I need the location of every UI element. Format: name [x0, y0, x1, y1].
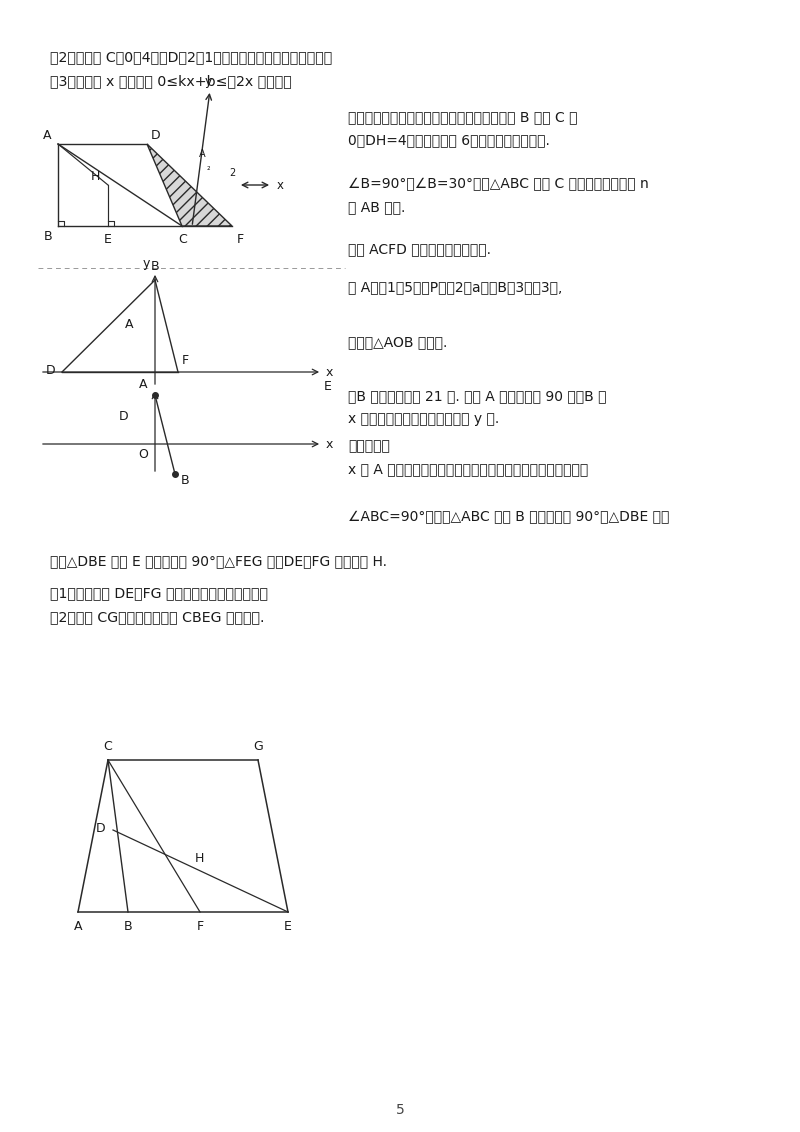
- Text: 2: 2: [229, 168, 235, 178]
- Text: 三角形重叠在一起，将其中一个三角形沿着点 B 到点 C 的: 三角形重叠在一起，将其中一个三角形沿着点 B 到点 C 的: [348, 110, 578, 125]
- Text: x 于 A 种树苗的数量，请给出一种费用最省的方案，并求出该: x 于 A 种树苗的数量，请给出一种费用最省的方案，并求出该: [348, 462, 588, 475]
- Text: 生 AB 边上.: 生 AB 边上.: [348, 200, 406, 214]
- Text: E: E: [104, 233, 112, 246]
- Text: y: y: [142, 257, 150, 271]
- Text: ₂: ₂: [207, 163, 210, 172]
- Text: （2）连结 CG，求证：四边形 CBEG 是正方形.: （2）连结 CG，求证：四边形 CBEG 是正方形.: [50, 610, 265, 624]
- Text: G: G: [253, 740, 263, 753]
- Text: E: E: [324, 380, 332, 393]
- Text: x 棵，购买两种树苗所需费用为 y 元.: x 棵，购买两种树苗所需费用为 y 元.: [348, 412, 499, 426]
- Text: D: D: [46, 363, 55, 377]
- Text: A: A: [74, 920, 82, 933]
- Text: A: A: [125, 317, 133, 331]
- Text: （1）判断线段 DE、FG 的位置关系，并说明理由；: （1）判断线段 DE、FG 的位置关系，并说明理由；: [50, 586, 268, 600]
- Text: ＿＿＿＿；: ＿＿＿＿；: [348, 439, 390, 453]
- Text: C: C: [104, 740, 112, 753]
- Text: O: O: [138, 448, 148, 461]
- Text: 、B 两种树苗，共 21 课. 已知 A 种树苗每棵 90 元，B 种: 、B 两种树苗，共 21 课. 已知 A 种树苗每棵 90 元，B 种: [348, 389, 606, 403]
- Text: H: H: [195, 852, 204, 866]
- Text: D: D: [118, 410, 128, 423]
- Text: 过 A（－1，5），P（－2，a），B（3，－3）,: 过 A（－1，5），P（－2，a），B（3，－3）,: [348, 280, 562, 294]
- Text: F: F: [197, 920, 203, 933]
- Text: F: F: [182, 354, 189, 367]
- Text: x: x: [277, 180, 284, 192]
- Text: ∠ABC=90°，先把△ABC 绕点 B 顺时针旋转 90°至△DBE 后，: ∠ABC=90°，先把△ABC 绕点 B 顺时针旋转 90°至△DBE 后，: [348, 511, 670, 524]
- Text: A: A: [138, 378, 147, 391]
- Text: B: B: [150, 260, 159, 273]
- Text: y: y: [205, 75, 212, 88]
- Text: 后把△DBE 绕点 E 顺时针旋转 90°至△FEG 后，DE、FG 相交于点 H.: 后把△DBE 绕点 E 顺时针旋转 90°至△FEG 后，DE、FG 相交于点 …: [50, 554, 387, 568]
- Text: H: H: [90, 170, 100, 183]
- Text: 边形 ACFD 的形状，并说明理由.: 边形 ACFD 的形状，并说明理由.: [348, 242, 491, 256]
- Text: x: x: [326, 366, 334, 378]
- Text: x: x: [326, 437, 334, 451]
- Text: F: F: [237, 233, 244, 246]
- Text: C: C: [178, 233, 187, 246]
- Polygon shape: [147, 144, 232, 226]
- Text: D: D: [151, 129, 161, 142]
- Text: （3）求关于 x 的不等式 0≤kx+b≤－2x 的解集？: （3）求关于 x 的不等式 0≤kx+b≤－2x 的解集？: [50, 74, 292, 88]
- Text: ∠B=90°，∠B=30°，将△ABC 绕点 C 按顺时针方向旋转 n: ∠B=90°，∠B=30°，将△ABC 绕点 C 按顺时针方向旋转 n: [348, 177, 649, 191]
- Text: B: B: [43, 230, 52, 243]
- Text: （2）试判断 C（0，4），D（2，1）是否在这个一次函数图象上？: （2）试判断 C（0，4），D（2，1）是否在这个一次函数图象上？: [50, 50, 332, 65]
- Text: ），求△AOB 的面积.: ），求△AOB 的面积.: [348, 335, 447, 349]
- Text: A: A: [199, 149, 206, 158]
- Text: 0，DH=4，平移距离为 6，求阴影部分的面积.: 0，DH=4，平移距离为 6，求阴影部分的面积.: [348, 132, 550, 147]
- Text: B: B: [124, 920, 132, 933]
- Text: D: D: [95, 822, 105, 834]
- Text: B: B: [181, 474, 190, 487]
- Text: 5: 5: [396, 1103, 404, 1117]
- Text: E: E: [284, 920, 292, 933]
- Text: A: A: [42, 129, 51, 142]
